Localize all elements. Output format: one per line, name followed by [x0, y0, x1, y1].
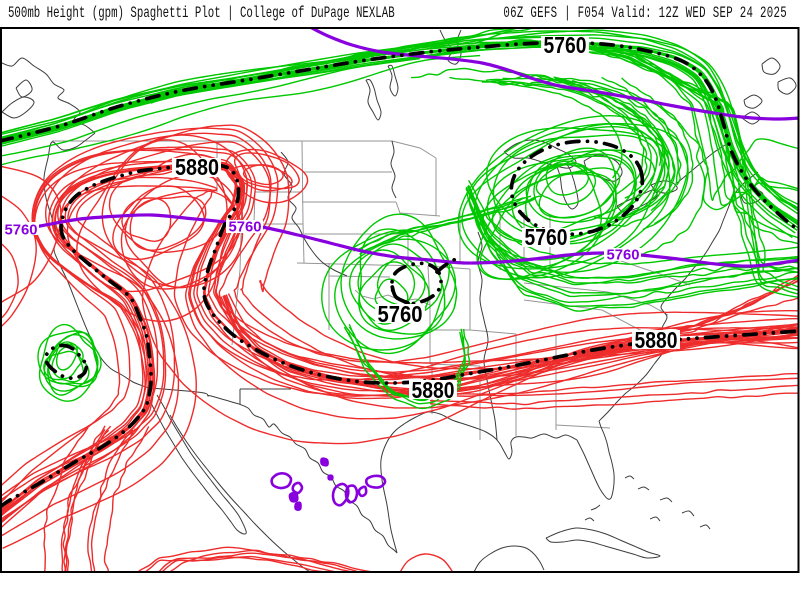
svg-text:5880: 5880 — [175, 154, 219, 180]
svg-text:5760: 5760 — [229, 219, 262, 236]
svg-text:5760: 5760 — [378, 301, 423, 327]
svg-text:5760: 5760 — [607, 247, 640, 264]
svg-text:5760: 5760 — [525, 224, 568, 250]
svg-text:5760: 5760 — [5, 222, 38, 239]
svg-text:500mb Height (gpm) Spaghetti P: 500mb Height (gpm) Spaghetti Plot | Coll… — [8, 5, 395, 23]
svg-text:5880: 5880 — [412, 377, 455, 403]
svg-text:06Z GEFS | F054 Valid: 12Z WED: 06Z GEFS | F054 Valid: 12Z WED SEP 24 20… — [503, 5, 787, 23]
svg-text:5760: 5760 — [544, 32, 587, 58]
svg-text:5880: 5880 — [635, 327, 678, 353]
